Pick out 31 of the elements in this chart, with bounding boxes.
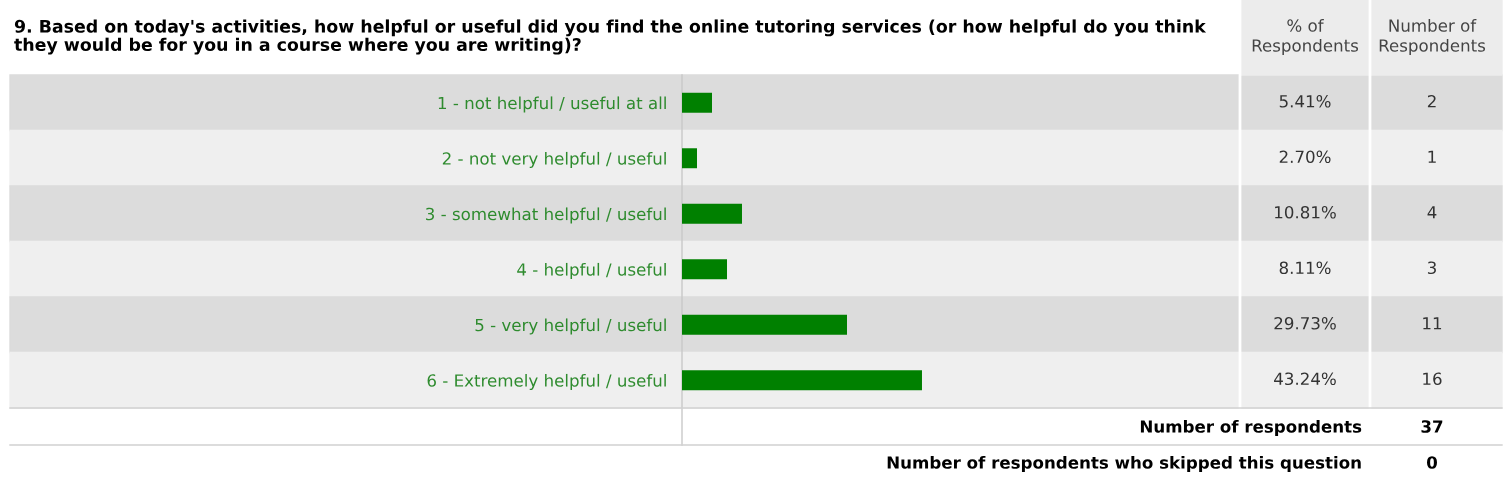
bar <box>682 203 742 224</box>
annotation: Number of respondents <box>1140 419 1362 437</box>
y-tick-label: 4 - helpful / useful <box>517 262 666 280</box>
y-tick-label: 1 - not helpful / useful at all <box>438 96 666 113</box>
bar <box>682 259 728 280</box>
text: 37 <box>1421 420 1443 433</box>
chart-title: 9. Based on today's activities, how helpful or useful did you find the online tutoring services (or how helpful do you think they would be for you in a course where you are writing)? <box>14 19 1207 55</box>
text: 2 <box>1427 94 1436 108</box>
text: Number of respondents who skipped this question <box>887 455 1361 473</box>
text: 11 <box>1423 317 1442 330</box>
y-tick-label: 2 - not very helpful / useful <box>442 151 666 169</box>
data-label: 10.81% <box>1275 205 1336 219</box>
text: 4 <box>1427 206 1437 219</box>
data-label: 43.24% <box>1274 372 1336 386</box>
y-tick-label: 5 - very helpful / useful <box>475 318 666 335</box>
data-label: 29.73% <box>1274 316 1336 330</box>
text: 0 <box>1427 456 1437 469</box>
text: 16 <box>1423 372 1442 386</box>
bar <box>682 148 697 169</box>
data-label: 2.70% <box>1279 150 1331 164</box>
y-tick-label: 6 - Extremely helpful / useful <box>427 373 666 391</box>
data-label: 8.11% <box>1279 261 1331 275</box>
y-tick-label: 3 - somewhat helpful / useful <box>426 207 666 224</box>
text: Number of Respondents <box>1379 18 1486 56</box>
bar <box>682 370 922 391</box>
text: % of Respondents <box>1252 18 1359 56</box>
text: 1 <box>1428 150 1436 163</box>
bar <box>682 92 713 113</box>
data-label: 5.41% <box>1279 94 1331 108</box>
bar <box>682 314 847 335</box>
text: 3 <box>1427 261 1436 275</box>
